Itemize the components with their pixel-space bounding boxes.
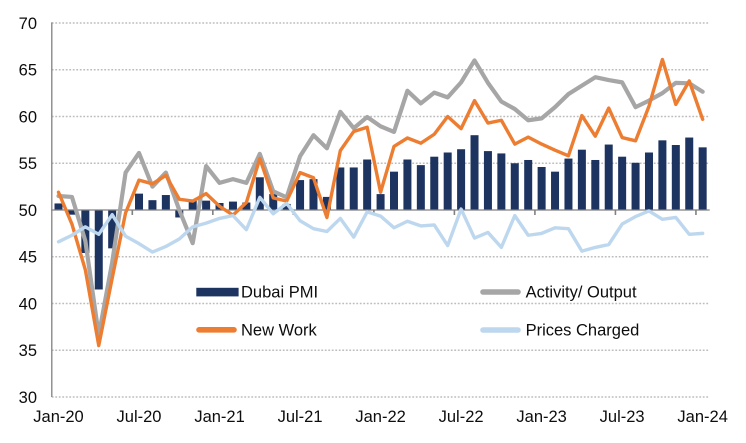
svg-text:Dubai PMI: Dubai PMI bbox=[241, 284, 318, 302]
svg-text:Jul-21: Jul-21 bbox=[278, 408, 323, 426]
svg-text:Jan-22: Jan-22 bbox=[355, 408, 405, 426]
svg-text:55: 55 bbox=[19, 155, 37, 173]
svg-text:Jan-24: Jan-24 bbox=[677, 408, 727, 426]
svg-text:Prices Charged: Prices Charged bbox=[526, 322, 640, 340]
svg-text:New Work: New Work bbox=[241, 322, 318, 340]
svg-text:35: 35 bbox=[19, 342, 37, 360]
svg-text:Jul-20: Jul-20 bbox=[117, 408, 162, 426]
svg-text:60: 60 bbox=[19, 108, 37, 126]
svg-text:Jul-22: Jul-22 bbox=[439, 408, 484, 426]
svg-text:40: 40 bbox=[19, 295, 37, 313]
svg-text:Jan-23: Jan-23 bbox=[516, 408, 566, 426]
svg-text:45: 45 bbox=[19, 249, 37, 267]
svg-text:Jan-21: Jan-21 bbox=[194, 408, 244, 426]
svg-text:70: 70 bbox=[19, 15, 37, 33]
svg-text:30: 30 bbox=[19, 389, 37, 407]
svg-text:50: 50 bbox=[19, 202, 37, 220]
svg-text:Activity/ Output: Activity/ Output bbox=[526, 284, 637, 302]
svg-text:Jan-20: Jan-20 bbox=[33, 408, 83, 426]
svg-text:Jul-23: Jul-23 bbox=[600, 408, 645, 426]
svg-text:65: 65 bbox=[19, 62, 37, 80]
